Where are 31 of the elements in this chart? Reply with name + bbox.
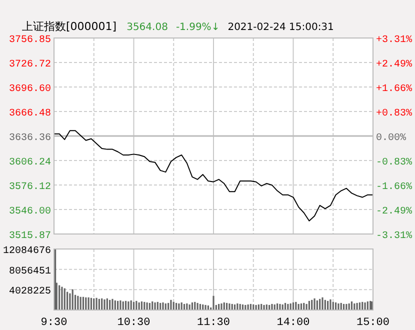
- y2-tick-label: +1.66%: [376, 84, 412, 95]
- y-tick-label: 3606.24: [8, 158, 51, 168]
- y-tick-label: 4028225: [8, 286, 51, 298]
- y2-tick-label: +3.31%: [376, 35, 412, 46]
- y-tick-label: 3515.87: [8, 231, 51, 242]
- y2-tick-label: -2.49%: [376, 206, 412, 218]
- x-tick-label: 11:30: [196, 317, 230, 329]
- y2-tick-label: +0.83%: [376, 108, 412, 120]
- y-tick-label: 3756.85: [8, 35, 51, 46]
- y-tick-label: 3576.12: [8, 182, 51, 193]
- chart-title: 上证指数[000001]: [22, 20, 117, 33]
- y-tick-label: 3546.00: [8, 206, 51, 218]
- y-tick-label: 12084676: [2, 246, 51, 257]
- y-tick-label: 3636.36: [8, 133, 51, 144]
- x-tick-label: 10:30: [117, 317, 150, 329]
- y-tick-label: 8056451: [8, 266, 51, 278]
- y2-tick-label: -1.66%: [376, 182, 412, 194]
- y2-tick-label: 0.00%: [376, 133, 406, 144]
- y-tick-label: 3726.72: [8, 60, 51, 71]
- y2-tick-label: -3.31%: [376, 231, 412, 242]
- y2-tick-label: -0.83%: [376, 158, 412, 169]
- y-tick-label: 3696.60: [8, 84, 51, 96]
- text: -1.99%↓: [176, 22, 220, 33]
- x-tick-label: 14:00: [276, 317, 310, 329]
- text: 2021-02-24 15:00:31: [228, 22, 334, 33]
- x-tick-label: 15:00: [356, 317, 390, 329]
- text: 3564.08: [126, 22, 168, 33]
- y2-tick-label: +2.49%: [376, 59, 412, 70]
- x-tick-label: 9:30: [40, 317, 68, 329]
- line-series: [54, 130, 374, 222]
- y-tick-label: 3666.48: [8, 108, 51, 120]
